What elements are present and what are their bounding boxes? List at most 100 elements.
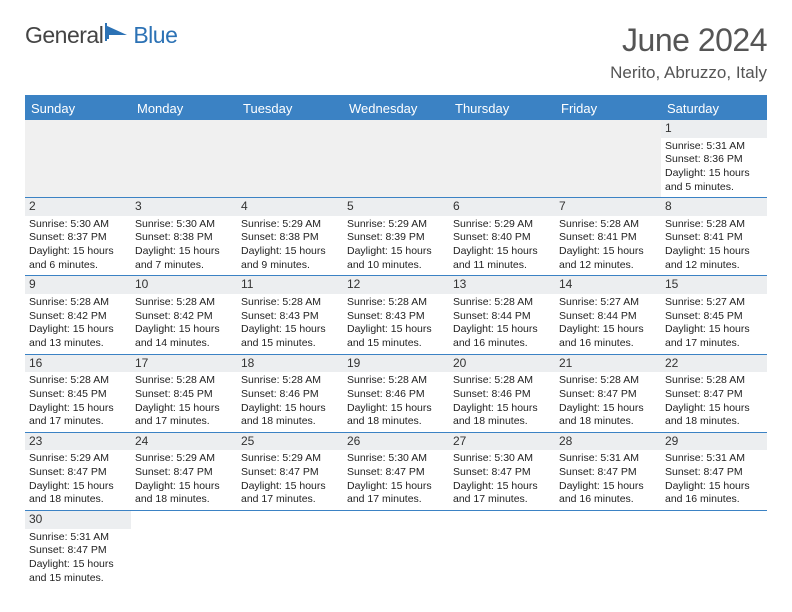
daynum-strip: 30 <box>25 511 131 529</box>
day-number: 1 <box>665 121 672 135</box>
calendar-cell <box>555 511 661 588</box>
daylight-text: Daylight: 15 hours and 17 minutes. <box>453 480 551 507</box>
calendar-cell: 15Sunrise: 5:27 AMSunset: 8:45 PMDayligh… <box>661 276 767 354</box>
day-number: 30 <box>29 512 42 526</box>
day-number: 21 <box>559 356 572 370</box>
sunset-text: Sunset: 8:44 PM <box>453 310 551 324</box>
calendar-cell <box>237 120 343 198</box>
calendar-cell: 1Sunrise: 5:31 AMSunset: 8:36 PMDaylight… <box>661 120 767 198</box>
daynum-strip: 28 <box>555 433 661 451</box>
calendar-cell: 26Sunrise: 5:30 AMSunset: 8:47 PMDayligh… <box>343 433 449 511</box>
daynum-strip: 22 <box>661 355 767 373</box>
sunrise-text: Sunrise: 5:28 AM <box>453 296 551 310</box>
sunrise-text: Sunrise: 5:30 AM <box>29 218 127 232</box>
daylight-text: Daylight: 15 hours and 11 minutes. <box>453 245 551 272</box>
day-number: 2 <box>29 199 36 213</box>
daylight-text: Daylight: 15 hours and 18 minutes. <box>29 480 127 507</box>
day-number: 5 <box>347 199 354 213</box>
calendar-cell: 19Sunrise: 5:28 AMSunset: 8:46 PMDayligh… <box>343 355 449 433</box>
daynum-strip: 27 <box>449 433 555 451</box>
daylight-text: Daylight: 15 hours and 6 minutes. <box>29 245 127 272</box>
daylight-text: Daylight: 15 hours and 18 minutes. <box>347 402 445 429</box>
daylight-text: Daylight: 15 hours and 16 minutes. <box>559 323 657 350</box>
daynum-strip: 16 <box>25 355 131 373</box>
calendar-cell: 20Sunrise: 5:28 AMSunset: 8:46 PMDayligh… <box>449 355 555 433</box>
sunset-text: Sunset: 8:47 PM <box>665 388 763 402</box>
daynum-strip: 5 <box>343 198 449 216</box>
brand-logo: General Blue <box>25 22 177 49</box>
calendar-cell: 11Sunrise: 5:28 AMSunset: 8:43 PMDayligh… <box>237 276 343 354</box>
day-number: 6 <box>453 199 460 213</box>
sunrise-text: Sunrise: 5:27 AM <box>665 296 763 310</box>
daynum-strip: 25 <box>237 433 343 451</box>
sunset-text: Sunset: 8:47 PM <box>241 466 339 480</box>
day-number: 20 <box>453 356 466 370</box>
sunrise-text: Sunrise: 5:28 AM <box>347 374 445 388</box>
sunrise-text: Sunrise: 5:29 AM <box>347 218 445 232</box>
day-number: 26 <box>347 434 360 448</box>
day-number: 13 <box>453 277 466 291</box>
sunset-text: Sunset: 8:47 PM <box>347 466 445 480</box>
daylight-text: Daylight: 15 hours and 18 minutes. <box>453 402 551 429</box>
daynum-strip: 1 <box>661 120 767 138</box>
day-number: 7 <box>559 199 566 213</box>
calendar-cell <box>449 120 555 198</box>
daylight-text: Daylight: 15 hours and 17 minutes. <box>665 323 763 350</box>
day-number: 14 <box>559 277 572 291</box>
sunrise-text: Sunrise: 5:28 AM <box>559 374 657 388</box>
daynum-strip: 11 <box>237 276 343 294</box>
day-number: 28 <box>559 434 572 448</box>
calendar-cell: 16Sunrise: 5:28 AMSunset: 8:45 PMDayligh… <box>25 355 131 433</box>
daynum-strip: 8 <box>661 198 767 216</box>
calendar-cell <box>661 511 767 588</box>
day-number: 17 <box>135 356 148 370</box>
day-number: 8 <box>665 199 672 213</box>
sunset-text: Sunset: 8:38 PM <box>135 231 233 245</box>
daylight-text: Daylight: 15 hours and 18 minutes. <box>665 402 763 429</box>
sunrise-text: Sunrise: 5:28 AM <box>241 296 339 310</box>
sunrise-text: Sunrise: 5:29 AM <box>135 452 233 466</box>
calendar-cell <box>131 120 237 198</box>
sunrise-text: Sunrise: 5:28 AM <box>453 374 551 388</box>
title-block: June 2024 Nerito, Abruzzo, Italy <box>610 22 767 83</box>
sunset-text: Sunset: 8:41 PM <box>559 231 657 245</box>
daylight-text: Daylight: 15 hours and 16 minutes. <box>453 323 551 350</box>
sunset-text: Sunset: 8:46 PM <box>241 388 339 402</box>
daylight-text: Daylight: 15 hours and 17 minutes. <box>241 480 339 507</box>
title-month: June 2024 <box>610 22 767 59</box>
sunset-text: Sunset: 8:47 PM <box>559 388 657 402</box>
daynum-strip: 20 <box>449 355 555 373</box>
calendar-cell: 12Sunrise: 5:28 AMSunset: 8:43 PMDayligh… <box>343 276 449 354</box>
calendar-cell: 2Sunrise: 5:30 AMSunset: 8:37 PMDaylight… <box>25 198 131 276</box>
weekday-label: Friday <box>555 97 661 120</box>
sunset-text: Sunset: 8:47 PM <box>29 544 127 558</box>
daylight-text: Daylight: 15 hours and 5 minutes. <box>665 167 763 194</box>
daynum-strip: 19 <box>343 355 449 373</box>
sunrise-text: Sunrise: 5:28 AM <box>347 296 445 310</box>
calendar-cell: 29Sunrise: 5:31 AMSunset: 8:47 PMDayligh… <box>661 433 767 511</box>
daylight-text: Daylight: 15 hours and 18 minutes. <box>241 402 339 429</box>
sunrise-text: Sunrise: 5:28 AM <box>135 296 233 310</box>
day-number: 3 <box>135 199 142 213</box>
daynum-strip: 21 <box>555 355 661 373</box>
brand-part1: General <box>25 22 103 49</box>
weekday-label: Wednesday <box>343 97 449 120</box>
calendar-cell: 24Sunrise: 5:29 AMSunset: 8:47 PMDayligh… <box>131 433 237 511</box>
daynum-strip: 12 <box>343 276 449 294</box>
sunset-text: Sunset: 8:47 PM <box>665 466 763 480</box>
sunrise-text: Sunrise: 5:29 AM <box>29 452 127 466</box>
day-number: 27 <box>453 434 466 448</box>
sunrise-text: Sunrise: 5:30 AM <box>135 218 233 232</box>
daynum-strip: 7 <box>555 198 661 216</box>
sunrise-text: Sunrise: 5:31 AM <box>665 452 763 466</box>
daylight-text: Daylight: 15 hours and 12 minutes. <box>559 245 657 272</box>
calendar-cell: 18Sunrise: 5:28 AMSunset: 8:46 PMDayligh… <box>237 355 343 433</box>
sunset-text: Sunset: 8:45 PM <box>135 388 233 402</box>
calendar-cell: 22Sunrise: 5:28 AMSunset: 8:47 PMDayligh… <box>661 355 767 433</box>
sunset-text: Sunset: 8:44 PM <box>559 310 657 324</box>
day-number: 10 <box>135 277 148 291</box>
daylight-text: Daylight: 15 hours and 18 minutes. <box>559 402 657 429</box>
calendar-cell: 28Sunrise: 5:31 AMSunset: 8:47 PMDayligh… <box>555 433 661 511</box>
sunrise-text: Sunrise: 5:29 AM <box>241 452 339 466</box>
day-number: 16 <box>29 356 42 370</box>
